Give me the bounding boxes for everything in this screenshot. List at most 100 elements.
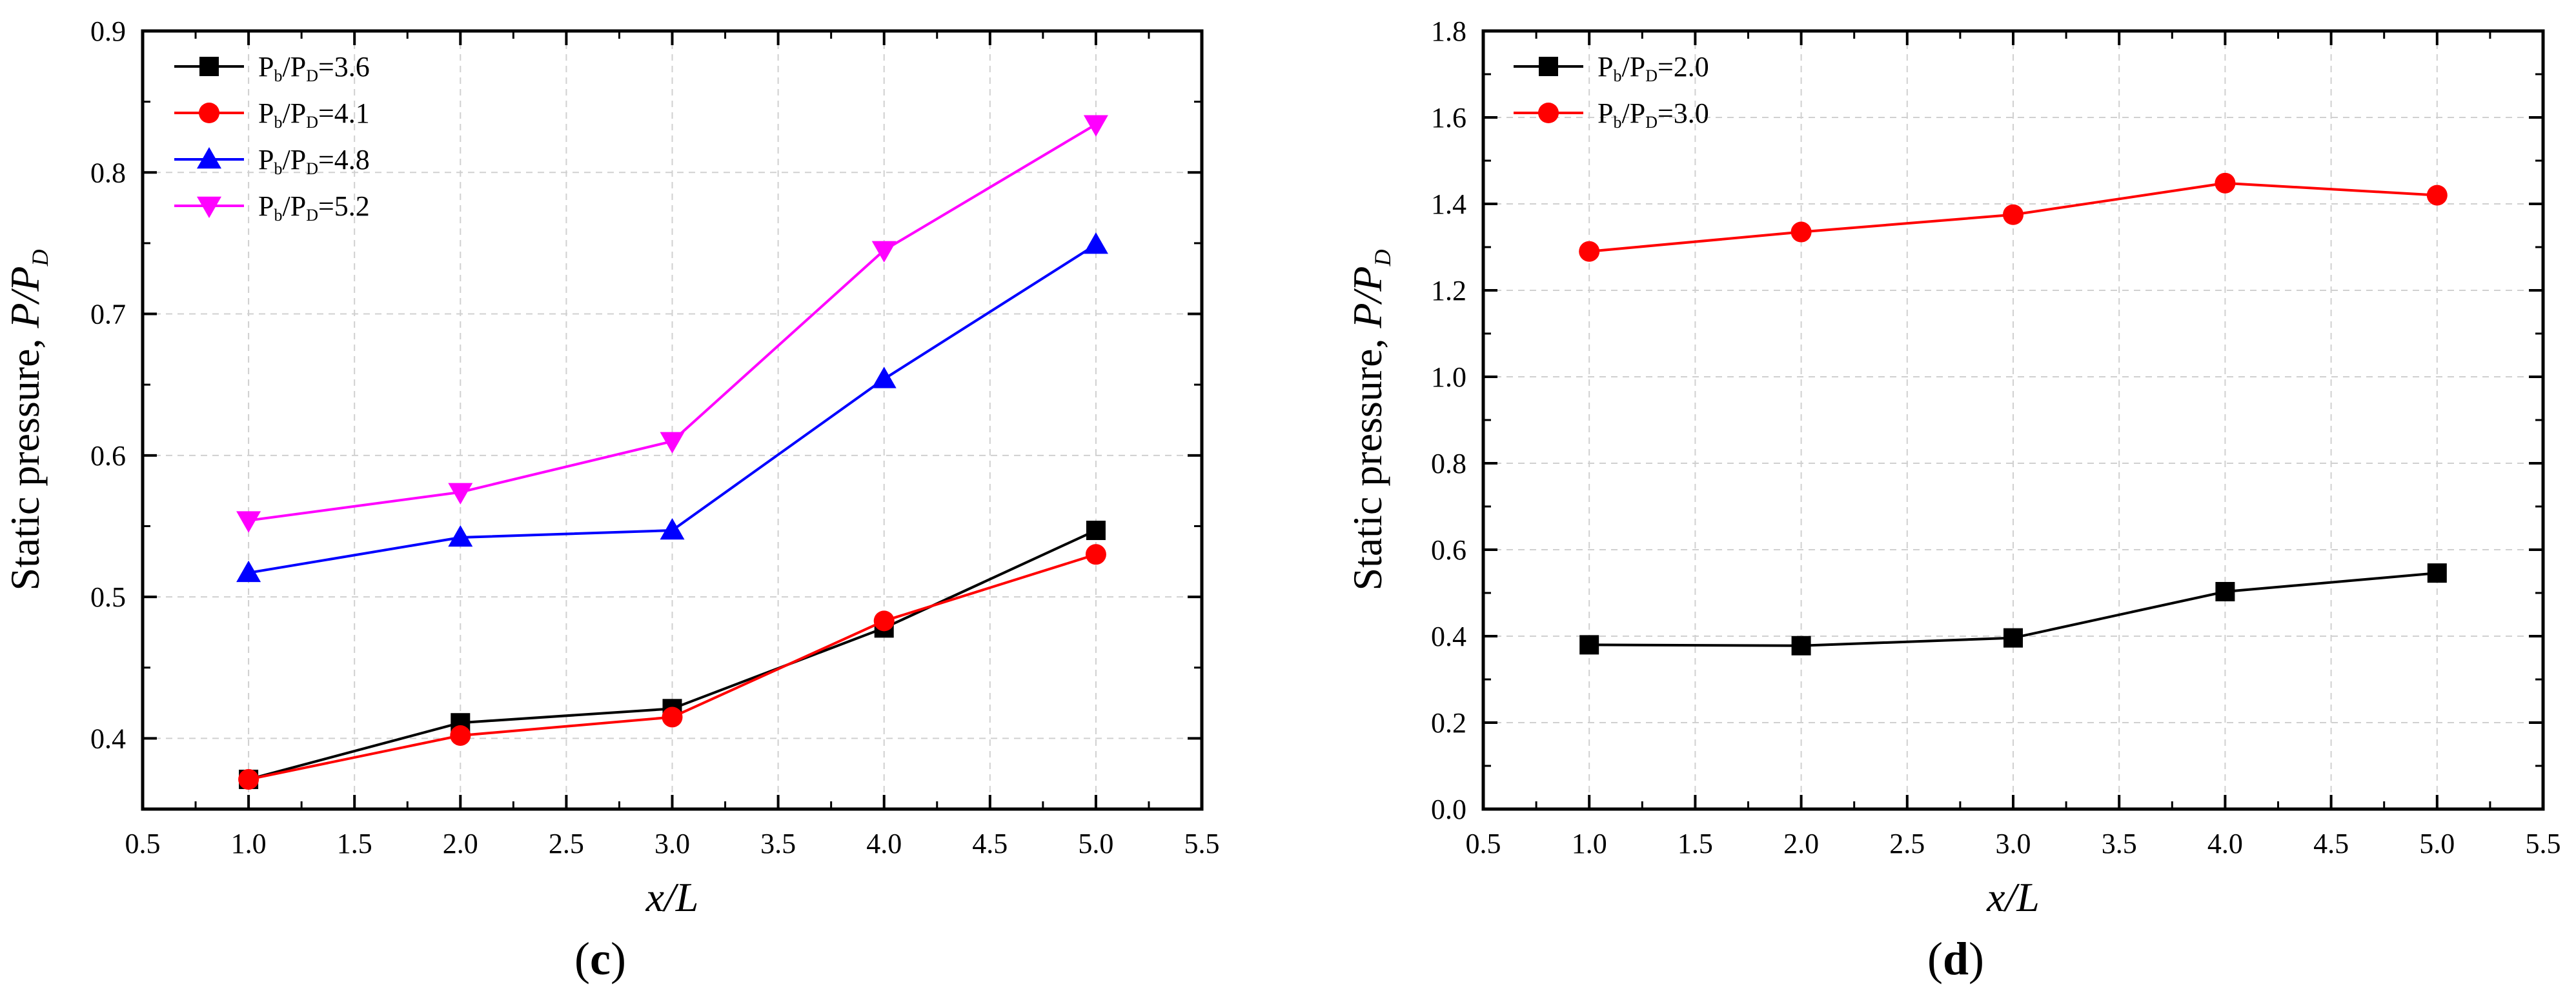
data-point: [1791, 636, 1811, 656]
y-tick-label: 0.6: [1431, 534, 1466, 566]
data-point: [660, 432, 685, 454]
data-point: [236, 560, 261, 583]
x-tick-label: 2.0: [443, 828, 478, 859]
data-point: [448, 483, 473, 505]
x-tick-label: 2.5: [549, 828, 584, 859]
x-tick-label: 1.5: [337, 828, 372, 859]
x-tick-label: 4.5: [972, 828, 1008, 859]
data-point: [2215, 581, 2235, 601]
data-point: [1790, 221, 1812, 243]
x-tick-label: 4.0: [866, 828, 902, 859]
legend-item: Pb/PD=3.6: [174, 51, 370, 85]
x-tick-label: 4.5: [2313, 828, 2349, 859]
data-point: [871, 366, 897, 388]
x-tick-label: 5.5: [2526, 828, 2561, 859]
x-axis-label: x/L: [645, 874, 699, 920]
plot-frame: [141, 29, 1204, 811]
legend-marker: [1539, 57, 1558, 76]
y-axis-label: Static pressure, P/PD: [2, 250, 53, 591]
data-point: [2426, 185, 2448, 206]
y-tick-label: 1.8: [1431, 15, 1466, 47]
x-tick-label: 1.5: [1678, 828, 1713, 859]
legend-label: Pb/PD=4.1: [258, 97, 370, 132]
legend: Pb/PD=3.6 Pb/PD=4.1 Pb/PD=4.8 Pb/PD=5.2: [174, 51, 370, 225]
data-point: [450, 725, 471, 746]
series-4-1: [238, 544, 1106, 790]
y-tick-label: 0.5: [90, 581, 126, 613]
panel-label: (d): [1927, 933, 1984, 985]
series-4-8: [236, 232, 1108, 583]
legend-item: Pb/PD=2.0: [1514, 51, 1709, 85]
y-tick-label: 0.4: [90, 723, 126, 754]
y-tick-label: 1.2: [1431, 275, 1466, 306]
legend-label: Pb/PD=5.2: [258, 190, 370, 225]
series-5-2: [236, 115, 1108, 533]
legend-item: Pb/PD=4.1: [174, 97, 370, 132]
data-point: [1085, 544, 1106, 565]
y-tick-label: 0.8: [1431, 448, 1466, 479]
chart-panel-c: 0.5 1.0 1.5 2.0 2.5 3.0 3.5 4.0 4.5 5.0 5.5 0.4 0.5 0…: [2, 15, 1220, 985]
x-tick-label: 0.5: [125, 828, 161, 859]
y-tick-label: 0.6: [90, 440, 126, 472]
series-3-6: [239, 521, 1106, 789]
y-tick-label: 0.2: [1431, 707, 1466, 739]
data-point: [1083, 115, 1108, 137]
data-point: [2003, 204, 2023, 225]
x-tick-label: 5.0: [2419, 828, 2455, 859]
legend-marker: [1538, 103, 1559, 123]
series-2-0: [1579, 563, 2447, 656]
gridlines: [1483, 31, 2543, 809]
x-tick-label: 5.5: [1184, 828, 1220, 859]
plot-frame: [1481, 29, 2545, 811]
legend-marker: [199, 57, 219, 76]
y-tick-label: 0.0: [1431, 794, 1466, 825]
gridlines: [143, 31, 1202, 809]
legend-item: Pb/PD=5.2: [174, 190, 370, 225]
x-tick-label: 5.0: [1078, 828, 1113, 859]
legend-label: Pb/PD=4.8: [258, 144, 370, 178]
legend-marker: [197, 196, 221, 218]
x-tick-label: 4.0: [2207, 828, 2243, 859]
y-tick-label: 1.0: [1431, 361, 1466, 393]
data-point: [236, 511, 261, 533]
data-point: [2003, 628, 2023, 648]
data-point: [448, 525, 473, 547]
x-tick-label: 1.0: [1572, 828, 1607, 859]
legend-item: Pb/PD=3.0: [1514, 97, 1709, 132]
data-point: [238, 768, 259, 790]
x-tick-label: 3.0: [654, 828, 690, 859]
y-tick-label: 0.9: [90, 15, 126, 47]
data-point: [662, 706, 683, 728]
legend-label: Pb/PD=2.0: [1597, 51, 1709, 85]
x-tick-label: 3.5: [2102, 828, 2137, 859]
data-point: [873, 610, 895, 632]
x-tick-label: 0.5: [1466, 828, 1501, 859]
data-point: [1579, 241, 1600, 262]
legend-label: Pb/PD=3.6: [258, 51, 370, 85]
y-tick-label: 0.4: [1431, 621, 1466, 652]
x-tick-label: 3.0: [1996, 828, 2031, 859]
data-point: [2215, 172, 2236, 194]
x-tick-label: 3.5: [760, 828, 796, 859]
y-tick-label: 0.8: [90, 157, 126, 188]
x-tick-label: 2.5: [1889, 828, 1925, 859]
x-axis-label: x/L: [1986, 874, 2040, 920]
y-tick-label: 1.4: [1431, 188, 1466, 220]
data-point: [1086, 521, 1106, 541]
panel-label: (c): [574, 933, 626, 985]
legend: Pb/PD=2.0 Pb/PD=3.0: [1514, 51, 1709, 132]
data-point: [871, 241, 897, 263]
y-axis-label: Static pressure, P/PD: [1344, 250, 1395, 591]
data-point: [660, 518, 685, 540]
legend-label: Pb/PD=3.0: [1597, 97, 1709, 132]
y-tick-label: 1.6: [1431, 102, 1466, 134]
legend-marker: [197, 147, 221, 169]
x-tick-label: 1.0: [231, 828, 267, 859]
y-tick-label: 0.7: [90, 299, 126, 330]
data-point: [1083, 232, 1108, 254]
legend-item: Pb/PD=4.8: [174, 144, 370, 178]
chart-panel-d: 0.5 1.0 1.5 2.0 2.5 3.0 3.5 4.0 4.5 5.0 5.5 0.0 0.2 0…: [1344, 15, 2561, 985]
data-point: [2427, 563, 2447, 583]
data-point: [1579, 635, 1599, 655]
